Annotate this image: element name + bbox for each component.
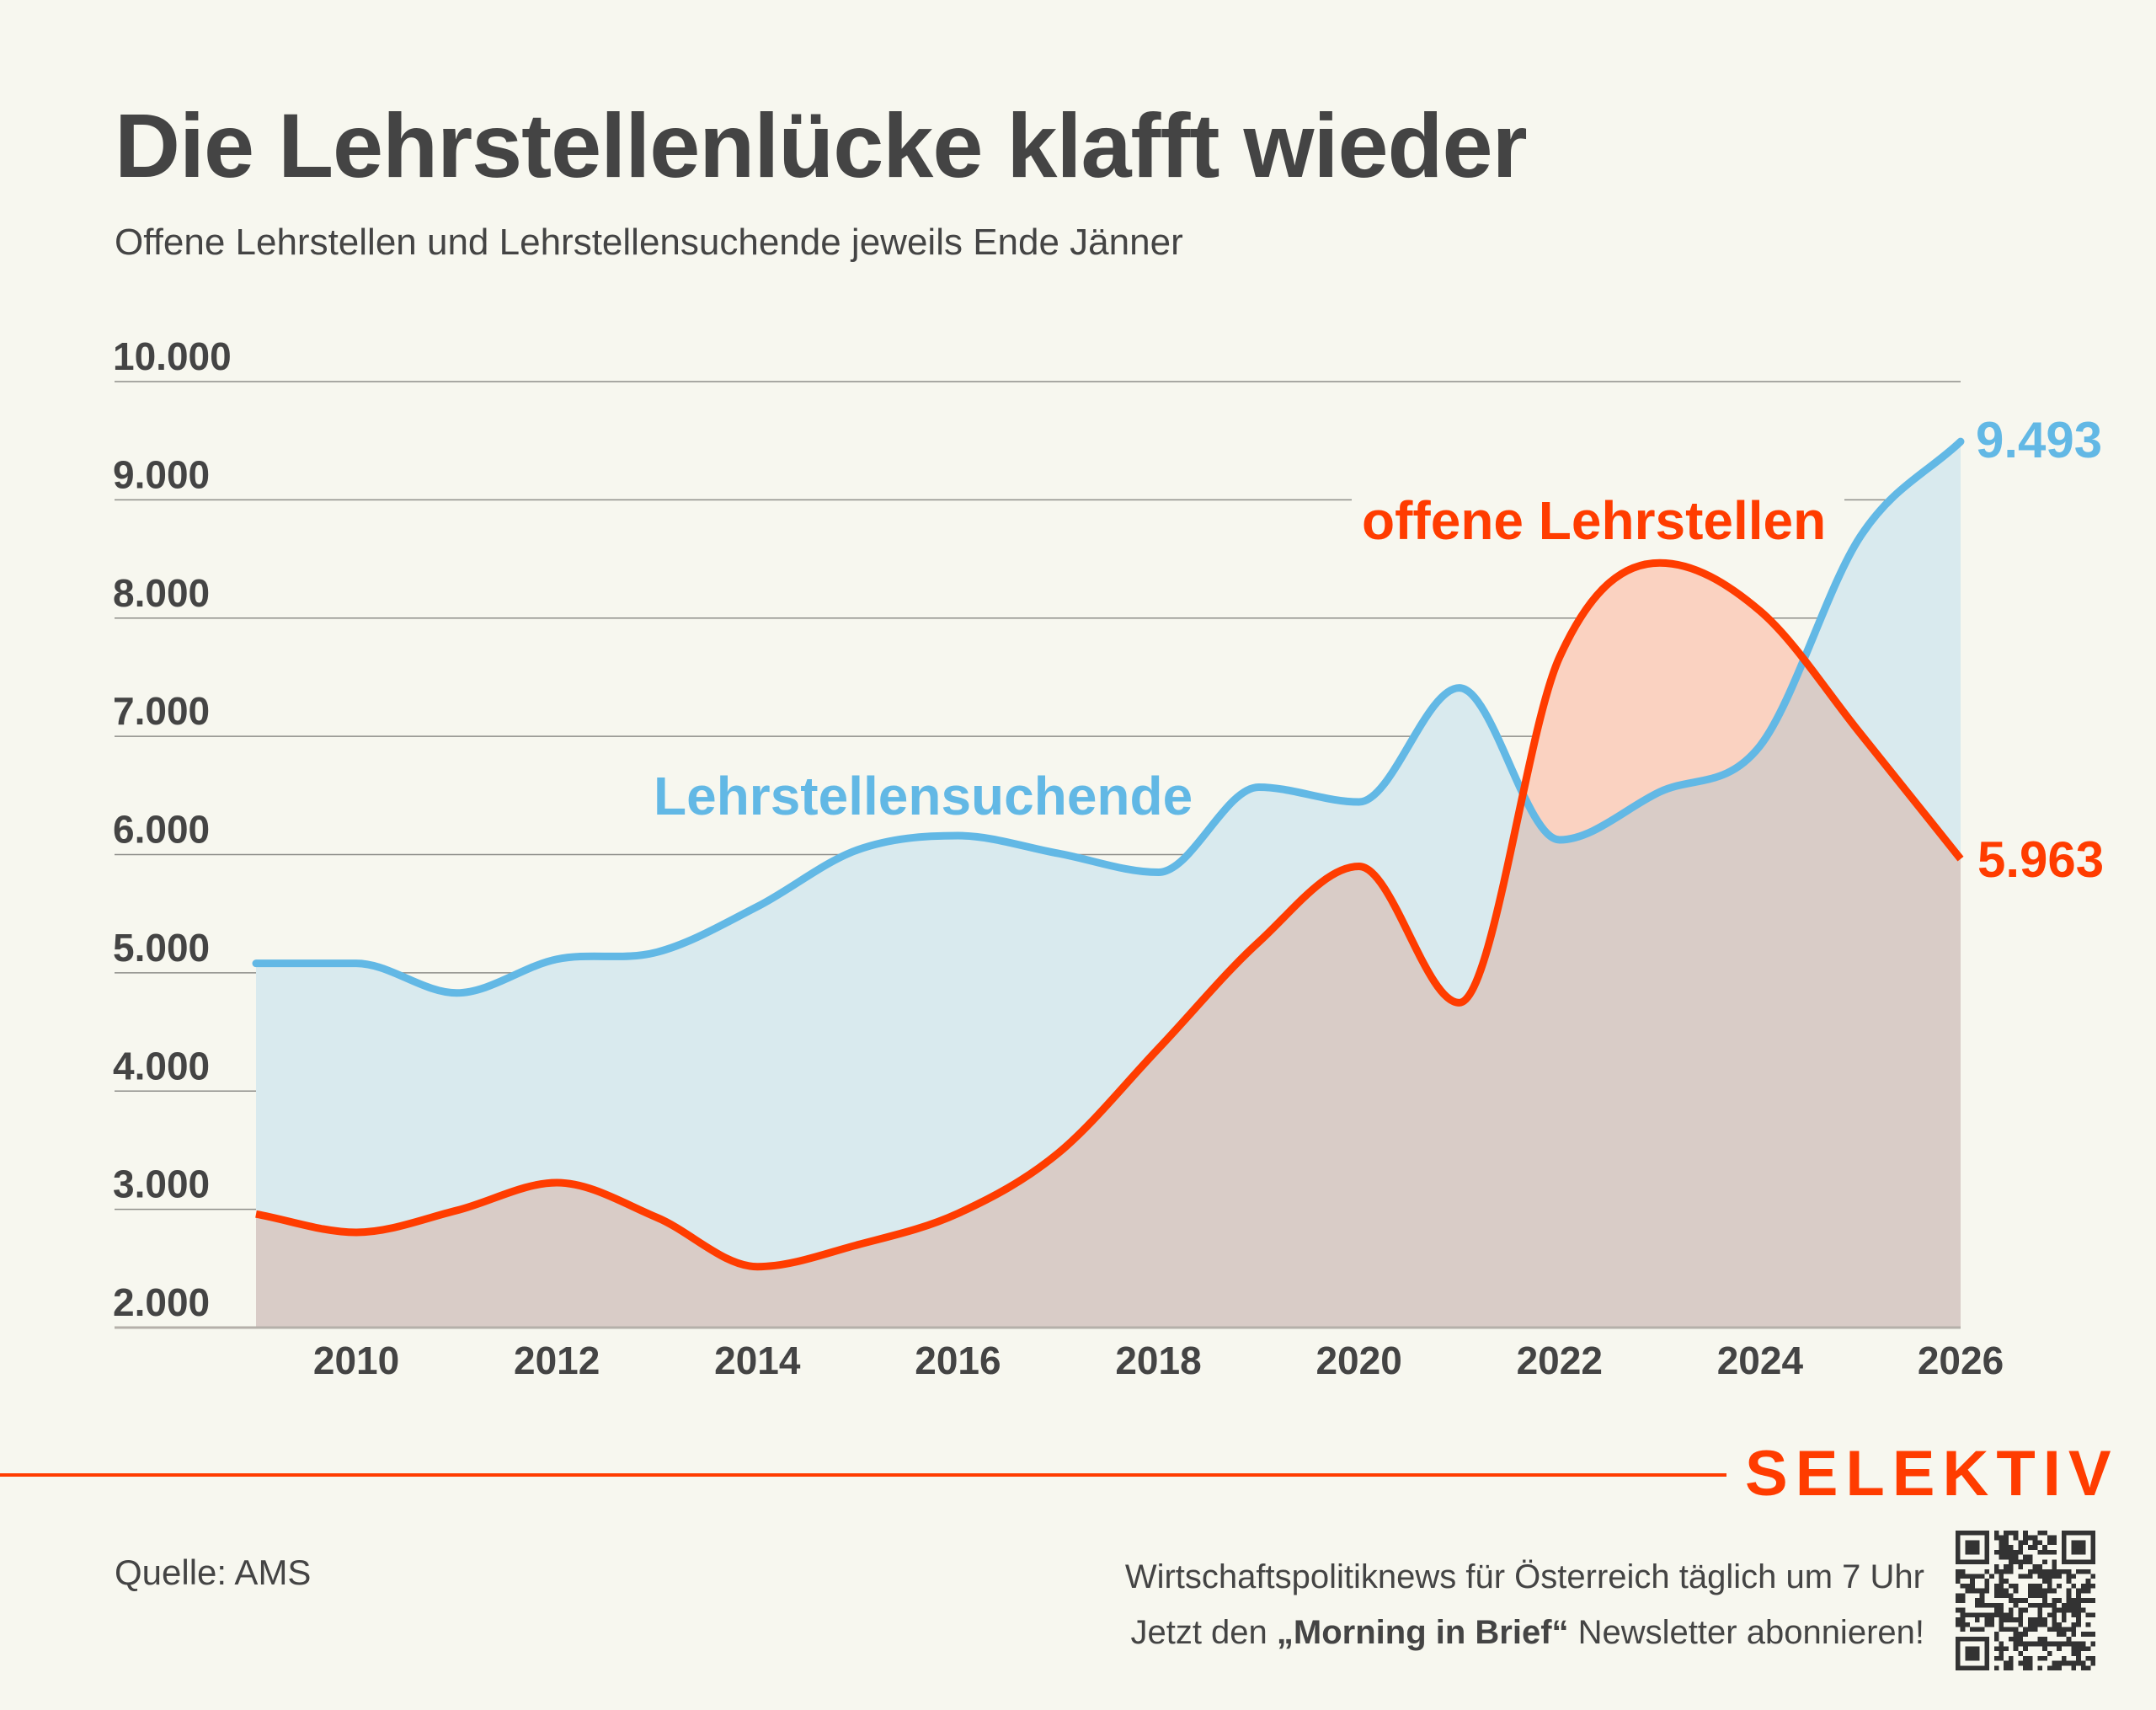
data-point-offene <box>1657 559 1663 566</box>
x-tick-label: 2018 <box>1115 1339 1201 1382</box>
x-tick-label: 2010 <box>313 1339 399 1382</box>
data-point-offene <box>1256 938 1262 945</box>
end-value-label-suchende: 9.493 <box>1976 412 2102 468</box>
data-point-suchende <box>1957 438 1964 445</box>
data-point-suchende <box>654 949 660 955</box>
data-point-offene <box>253 1210 259 1217</box>
data-point-offene <box>954 1210 961 1217</box>
data-point-suchende <box>1356 799 1363 805</box>
data-point-suchende <box>1456 685 1463 692</box>
suchende-line <box>252 437 1965 997</box>
data-point-offene <box>1456 999 1463 1006</box>
data-point-offene <box>553 1179 560 1186</box>
promo-line-1: Wirtschaftspolitiknews für Österreich tä… <box>1124 1558 1924 1595</box>
x-tick-label: 2012 <box>514 1339 600 1382</box>
chart-subtitle: Offene Lehrstellen und Lehrstellensuchen… <box>115 222 1183 263</box>
data-point-suchende <box>1155 869 1162 876</box>
end-value-label-offene: 5.963 <box>1977 831 2104 888</box>
data-point-suchende <box>1657 788 1663 795</box>
data-point-offene <box>1857 730 1864 737</box>
data-point-suchende <box>754 903 760 910</box>
data-point-suchende <box>1857 533 1864 540</box>
data-point-offene <box>453 1207 460 1214</box>
data-point-offene <box>1556 654 1563 660</box>
data-point-offene <box>1155 1045 1162 1052</box>
data-point-offene <box>654 1214 660 1221</box>
y-tick-label: 6.000 <box>113 808 210 852</box>
y-tick-label: 5.000 <box>113 926 210 970</box>
series-label-offene: offene Lehrstellen <box>1362 490 1826 551</box>
brand-logo: SELEKTIV <box>1745 1438 2119 1510</box>
y-tick-label: 8.000 <box>113 571 210 615</box>
data-point-suchende <box>1556 836 1563 843</box>
x-axis-tick-labels: 2010 2012 2014 2016 2018 2020 2022 2024 2026 <box>313 1339 2004 1382</box>
newsletter-name: „Morning in Brief“ <box>1276 1614 1569 1651</box>
chart-title: Die Lehrstellenlücke klafft wieder <box>115 94 1528 196</box>
line-area-chart: 2.000 3.000 4.000 5.000 6.000 7.000 8.000 9.000… <box>113 334 2104 1382</box>
y-tick-label: 9.000 <box>113 452 210 496</box>
y-tick-label: 3.000 <box>113 1162 210 1206</box>
y-tick-label: 4.000 <box>113 1044 210 1087</box>
x-tick-label: 2026 <box>1918 1339 2004 1382</box>
y-tick-label: 2.000 <box>113 1280 210 1324</box>
data-point-offene <box>353 1229 360 1236</box>
data-point-offene <box>1957 856 1964 863</box>
qr-code-icon[interactable] <box>1956 1531 2095 1670</box>
data-point-suchende <box>353 960 360 967</box>
data-point-offene <box>1356 863 1363 870</box>
footer-divider <box>0 1473 1726 1477</box>
promo-line-2-pre: Jetzt den <box>1130 1614 1277 1651</box>
data-point-offene <box>754 1264 760 1270</box>
data-point-suchende <box>1757 742 1764 749</box>
series-label-suchende: Lehrstellensuchende <box>654 766 1193 826</box>
x-tick-label: 2022 <box>1517 1339 1603 1382</box>
data-point-suchende <box>253 960 259 967</box>
x-tick-label: 2014 <box>714 1339 801 1382</box>
offene-line <box>255 558 1964 1271</box>
data-point-suchende <box>1256 783 1262 790</box>
y-tick-label: 7.000 <box>113 689 210 733</box>
data-point-offene <box>1054 1150 1061 1157</box>
x-tick-label: 2016 <box>915 1339 1001 1382</box>
data-point-suchende <box>954 832 961 839</box>
data-point-suchende <box>1054 850 1061 857</box>
data-point-suchende <box>453 990 460 997</box>
data-point-suchende <box>553 956 560 963</box>
y-tick-label: 10.000 <box>113 334 232 378</box>
source-note: Quelle: AMS <box>115 1552 312 1592</box>
data-point-offene <box>1757 607 1764 614</box>
y-axis-tick-labels: 2.000 3.000 4.000 5.000 6.000 7.000 8.000 9.000… <box>113 334 232 1324</box>
x-tick-label: 2020 <box>1315 1339 1401 1382</box>
promo-line-2-post: Newsletter abonnieren! <box>1568 1614 1924 1651</box>
promo-line-2[interactable]: Jetzt den „Morning in Brief“ Newsletter … <box>1130 1612 1924 1653</box>
x-tick-label: 2024 <box>1717 1339 1804 1382</box>
data-point-suchende <box>854 847 861 853</box>
offene-label-background <box>1352 484 1844 552</box>
data-point-offene <box>854 1242 861 1248</box>
